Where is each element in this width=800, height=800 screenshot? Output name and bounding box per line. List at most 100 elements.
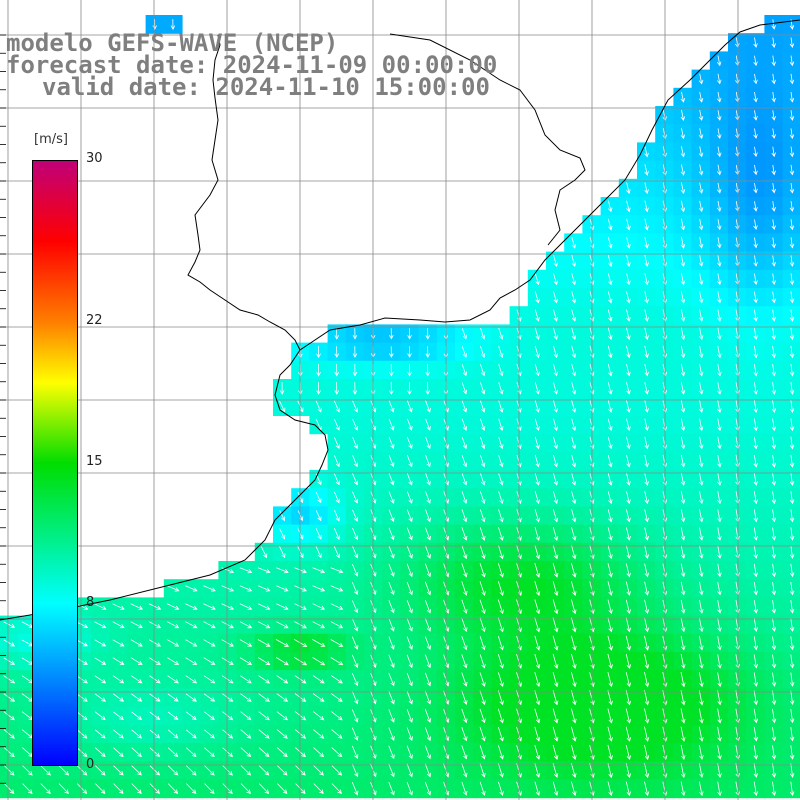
wind-arrow: [589, 653, 595, 670]
wind-arrow: [698, 291, 704, 304]
wind-arrow: [571, 708, 577, 724]
wind-arrow: [789, 473, 795, 486]
wind-arrow: [331, 783, 342, 794]
wind-cell: [782, 233, 800, 253]
wind-arrow: [571, 400, 577, 413]
wind-cell: [782, 178, 800, 198]
wind-arrow: [425, 328, 431, 340]
wind-arrow: [571, 563, 577, 578]
wind-arrow: [680, 109, 686, 122]
wind-arrow: [716, 110, 722, 121]
wind-arrow: [717, 618, 722, 633]
wind-arrow: [203, 675, 216, 684]
wind-arrow: [771, 291, 777, 304]
wind-arrow: [717, 400, 722, 414]
wind-arrow: [607, 635, 613, 651]
wind-arrow: [352, 364, 358, 377]
wind-arrow: [425, 364, 431, 377]
wind-arrow: [753, 364, 758, 377]
valid-date: valid date: 2024-11-10 15:00:00: [42, 73, 490, 101]
wind-arrow: [388, 709, 395, 723]
wind-arrow: [312, 639, 326, 647]
wind-arrow: [185, 675, 198, 684]
wind-arrow: [571, 672, 577, 688]
wind-arrow: [644, 273, 649, 286]
wind-arrow: [789, 363, 795, 377]
wind-arrow: [553, 400, 558, 413]
wind-arrow: [149, 783, 160, 795]
wind-arrow: [498, 382, 504, 395]
wind-arrow: [753, 600, 759, 614]
wind-arrow: [753, 690, 759, 706]
wind-arrow: [552, 599, 559, 615]
wind-arrow: [717, 273, 722, 286]
wind-arrow: [698, 454, 704, 468]
wind-arrow: [607, 473, 613, 486]
colorbar-tick-8: 8: [86, 595, 95, 611]
wind-arrow: [315, 528, 322, 540]
wind-arrow: [130, 657, 143, 665]
wind-cell: [782, 615, 800, 635]
wind-arrow: [461, 708, 468, 724]
wind-arrow: [571, 635, 577, 651]
wind-arrow: [717, 291, 722, 304]
wind-arrow: [753, 436, 758, 450]
wind-arrow: [3, 657, 16, 665]
wind-arrow: [352, 600, 359, 614]
wind-arrow: [571, 527, 577, 541]
wind-arrow: [461, 672, 468, 687]
wind-arrow: [461, 473, 468, 486]
wind-arrow: [406, 727, 413, 742]
wind-arrow: [771, 600, 777, 614]
wind-arrow: [185, 603, 198, 610]
wind-arrow: [276, 567, 289, 574]
wind-arrow: [644, 473, 649, 486]
wind-arrow: [275, 657, 289, 666]
wind-arrow: [625, 708, 632, 724]
wind-arrow: [479, 527, 486, 541]
wind-arrow: [258, 711, 270, 721]
wind-arrow: [461, 364, 468, 377]
wind-arrow: [753, 128, 758, 139]
wind-arrow: [789, 382, 795, 395]
wind-arrow: [239, 639, 253, 647]
wind-arrow: [699, 545, 704, 559]
wind-arrow: [334, 346, 340, 358]
wind-arrow: [680, 527, 686, 541]
wind-arrow: [753, 726, 759, 742]
wind-arrow: [258, 765, 270, 776]
wind-arrow: [351, 727, 359, 741]
wind-arrow: [388, 527, 395, 541]
wind-arrow: [170, 19, 176, 30]
wind-cell: [782, 524, 800, 544]
wind-arrow: [571, 581, 577, 597]
wind-arrow: [334, 364, 340, 377]
wind-arrow: [275, 639, 290, 647]
wind-arrow: [406, 581, 413, 596]
wind-arrow: [607, 708, 613, 724]
wind-arrow: [498, 345, 504, 359]
wind-arrow: [131, 729, 142, 739]
wind-arrow: [771, 382, 777, 395]
wind-arrow: [333, 400, 340, 413]
wind-arrow: [76, 693, 88, 702]
wind-arrow: [753, 454, 758, 468]
wind-arrow: [553, 382, 558, 395]
wind-arrow: [167, 711, 179, 721]
wind-arrow: [479, 708, 486, 724]
wind-arrow: [479, 636, 486, 651]
wind-arrow: [203, 657, 216, 665]
wind-arrow: [626, 491, 631, 505]
wind-arrow: [40, 765, 51, 776]
wind-cell: [782, 124, 800, 143]
wind-arrow: [498, 436, 504, 450]
wind-arrow: [276, 585, 289, 592]
wind-cell: [782, 561, 800, 580]
wind-arrow: [388, 509, 395, 523]
wind-arrow: [607, 781, 613, 797]
wind-arrow: [221, 657, 234, 665]
wind-arrow: [149, 693, 161, 702]
wind-arrow: [479, 781, 486, 796]
wind-arrow: [626, 545, 631, 560]
wind-arrow: [571, 345, 577, 359]
